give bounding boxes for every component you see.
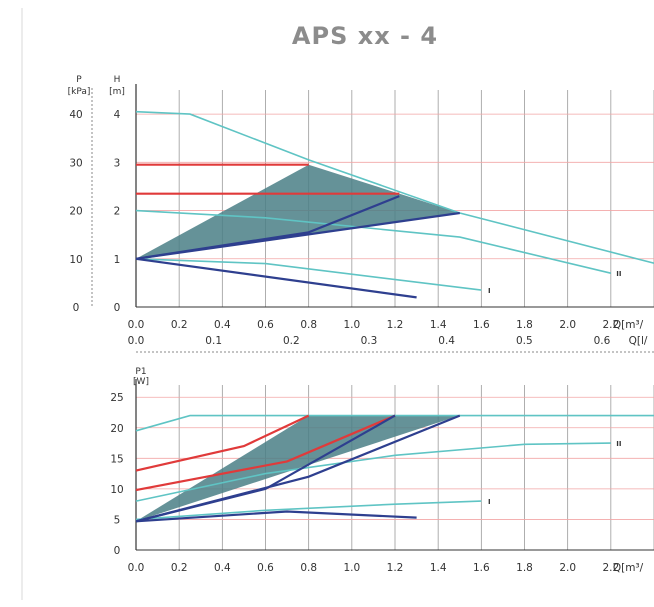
chart-title: APS xx - 4 — [291, 22, 439, 50]
y-tick-label-kpa: 20 — [69, 206, 82, 218]
y-tick-label-kpa: 10 — [69, 254, 82, 266]
series-line-cyan — [135, 414, 654, 432]
x-tick-label: 1.0 — [343, 562, 360, 574]
x-tick-label: 0.8 — [300, 319, 317, 331]
x-tick-label: 0.0 — [128, 319, 145, 331]
series-line-red — [135, 414, 310, 472]
top-tick-label: 0.3 — [361, 335, 378, 347]
x-axis-label: Q[m³/ — [613, 319, 644, 331]
ylabel-left-kpa: [kPa] — [68, 87, 91, 97]
x-tick-label: 1.8 — [516, 562, 533, 574]
x-tick-label: 0.6 — [257, 562, 274, 574]
x-tick-label: 0.2 — [171, 319, 188, 331]
y-tick-label: 15 — [110, 453, 123, 465]
y-tick-label-m: 3 — [114, 157, 121, 169]
y-tick-label: 20 — [110, 423, 123, 435]
x-tick-label: 1.6 — [473, 319, 490, 331]
series-label: I — [488, 498, 491, 506]
head-chart — [91, 84, 654, 308]
x-tick-label: 1.0 — [343, 319, 360, 331]
top-tick-label: 0.5 — [516, 335, 533, 347]
x-tick-label: 0.2 — [171, 562, 188, 574]
x-tick-label: 1.2 — [387, 319, 404, 331]
y-tick-label-kpa: 30 — [69, 157, 82, 169]
x-tick-label: 1.4 — [430, 562, 447, 574]
series-line-cyan — [135, 442, 611, 502]
series-line-navy — [135, 414, 461, 523]
top-tick-label: 0.1 — [205, 335, 222, 347]
power-chart — [135, 351, 654, 551]
x-tick-label: 1.6 — [473, 562, 490, 574]
y-tick-label-kpa: 40 — [69, 109, 82, 121]
y-tick-label: 0 — [114, 545, 121, 557]
ylabel-p1: P1 — [135, 367, 146, 377]
ylabel-w: [W] — [133, 377, 149, 387]
operating-area — [136, 164, 460, 259]
x-tick-label: 0.6 — [257, 319, 274, 331]
x-tick-label: 2.0 — [559, 319, 576, 331]
series-label: I — [488, 287, 491, 295]
series-label: II — [616, 270, 621, 278]
x-tick-label: 0.0 — [128, 562, 145, 574]
top-tick-label: 0.6 — [594, 335, 611, 347]
x-tick-label: 0.4 — [214, 562, 231, 574]
x-tick-label: 1.2 — [387, 562, 404, 574]
top-tick-label: 0.2 — [283, 335, 300, 347]
y-tick-label-m: 4 — [114, 109, 121, 121]
top-tick-label: 0.0 — [128, 335, 145, 347]
x-tick-label: 1.4 — [430, 319, 447, 331]
ylabel-right-h: H — [114, 75, 121, 85]
top-tick-label: 0.4 — [438, 335, 455, 347]
series-line-cyan — [135, 110, 654, 265]
y-tick-label-kpa: 0 — [73, 302, 80, 314]
series-line-red — [135, 414, 396, 492]
series-line-navy — [135, 510, 417, 523]
series-line-navy — [135, 257, 417, 299]
x-axis-label: Q[m³/ — [613, 562, 644, 574]
x-tick-label: 2.0 — [559, 562, 576, 574]
top-axis-label: Q[l/ — [629, 335, 648, 347]
series-line-cyan — [135, 500, 482, 521]
y-tick-label: 10 — [110, 484, 123, 496]
series-line-cyan — [135, 258, 482, 291]
x-tick-label: 0.4 — [214, 319, 231, 331]
x-tick-label: 1.8 — [516, 319, 533, 331]
x-tick-label: 2.2 — [602, 562, 619, 574]
y-tick-label: 5 — [114, 514, 121, 526]
y-tick-label-m: 2 — [114, 206, 121, 218]
ylabel-left-p: P — [76, 75, 82, 85]
series-label: II — [616, 440, 621, 448]
x-tick-label: 2.2 — [602, 319, 619, 331]
y-tick-label: 25 — [110, 392, 123, 404]
series-line-navy — [135, 211, 460, 260]
x-tick-label: 0.8 — [300, 562, 317, 574]
y-tick-label-m: 0 — [114, 302, 121, 314]
ylabel-right-m: [m] — [109, 87, 125, 97]
y-tick-label-m: 1 — [114, 254, 121, 266]
